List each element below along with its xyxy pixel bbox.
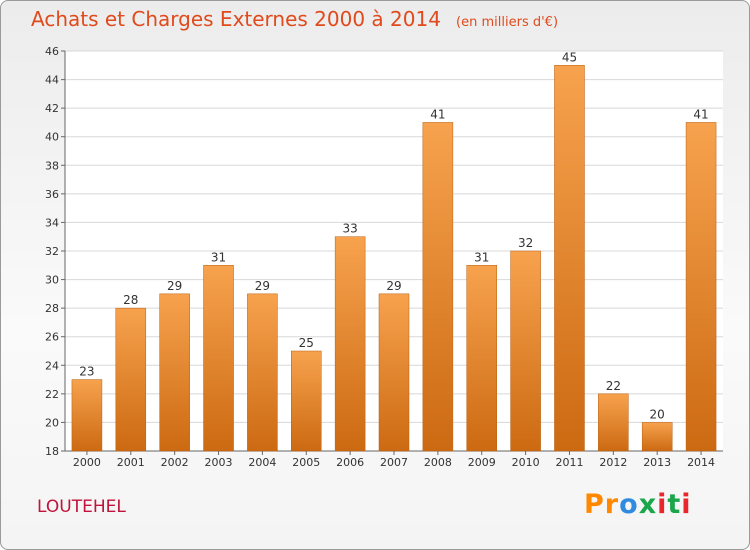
bar-2007	[378, 293, 410, 452]
bar-2001	[115, 307, 147, 452]
y-tick-label: 26	[45, 331, 59, 344]
x-tick-label-2001: 2001	[117, 456, 145, 469]
y-tick-label: 18	[45, 445, 59, 458]
x-tick-label-2002: 2002	[161, 456, 189, 469]
data-label-2000: 23	[79, 365, 94, 379]
y-tick-label: 22	[45, 388, 59, 401]
data-label-2003: 31	[211, 250, 226, 264]
data-label-2005: 25	[299, 336, 314, 350]
y-tick-label: 20	[45, 416, 59, 429]
y-tick-label: 36	[45, 188, 59, 201]
data-label-2010: 32	[518, 236, 533, 250]
bar-2014	[685, 122, 717, 452]
data-label-2006: 33	[342, 222, 357, 236]
data-label-2011: 45	[562, 50, 577, 64]
y-tick-label: 46	[45, 45, 59, 58]
x-tick-label-2007: 2007	[380, 456, 408, 469]
bar-2002	[159, 293, 190, 452]
data-label-2014: 41	[693, 107, 708, 121]
data-label-2009: 31	[474, 250, 489, 264]
bar-2012	[598, 393, 629, 452]
title-row: Achats et Charges Externes 2000 à 2014 (…	[31, 7, 558, 31]
y-tick-label: 44	[45, 74, 59, 87]
data-label-2004: 29	[255, 279, 270, 293]
bar-2005	[291, 350, 322, 452]
x-tick-label-2005: 2005	[292, 456, 320, 469]
data-label-2012: 22	[606, 379, 621, 393]
x-tick-label-2003: 2003	[205, 456, 233, 469]
y-tick-label: 42	[45, 102, 59, 115]
proxiti-logo: Proxiti	[584, 489, 692, 520]
x-tick-label-2000: 2000	[73, 456, 101, 469]
bar-2008	[422, 122, 454, 452]
x-tick-label-2011: 2011	[555, 456, 583, 469]
bar-2003	[203, 265, 234, 452]
bar-2009	[466, 265, 497, 452]
data-label-2013: 20	[650, 407, 665, 421]
y-tick-label: 24	[45, 359, 59, 372]
y-tick-label: 32	[45, 245, 59, 258]
data-label-2008: 41	[430, 107, 445, 121]
y-tick-label: 38	[45, 159, 59, 172]
bar-2010	[510, 250, 541, 452]
chart-unit-note: (en milliers d'€)	[456, 15, 559, 30]
x-tick-label-2004: 2004	[248, 456, 276, 469]
bar-2011	[554, 65, 585, 452]
x-tick-label-2009: 2009	[468, 456, 496, 469]
y-tick-label: 30	[45, 274, 59, 287]
x-tick-label-2014: 2014	[687, 456, 715, 469]
chart-title: Achats et Charges Externes 2000 à 2014	[31, 7, 441, 31]
bar-2000	[71, 379, 103, 452]
bar-2006	[334, 236, 366, 452]
bar-2004	[247, 293, 278, 452]
x-tick-label-2012: 2012	[599, 456, 627, 469]
y-tick-label: 28	[45, 302, 59, 315]
y-tick-label: 40	[45, 131, 59, 144]
bar-2013	[641, 422, 673, 452]
x-tick-label-2010: 2010	[512, 456, 540, 469]
y-tick-label: 34	[45, 216, 59, 229]
commune-name: LOUTEHEL	[37, 497, 126, 517]
data-label-2007: 29	[386, 279, 401, 293]
data-label-2001: 28	[123, 293, 138, 307]
x-tick-label-2006: 2006	[336, 456, 364, 469]
x-tick-label-2013: 2013	[643, 456, 671, 469]
data-label-2002: 29	[167, 279, 182, 293]
x-tick-label-2008: 2008	[424, 456, 452, 469]
